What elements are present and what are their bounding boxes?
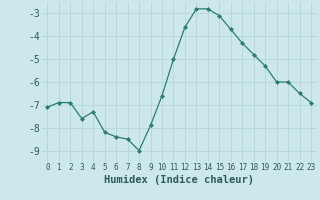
X-axis label: Humidex (Indice chaleur): Humidex (Indice chaleur) [104,175,254,185]
